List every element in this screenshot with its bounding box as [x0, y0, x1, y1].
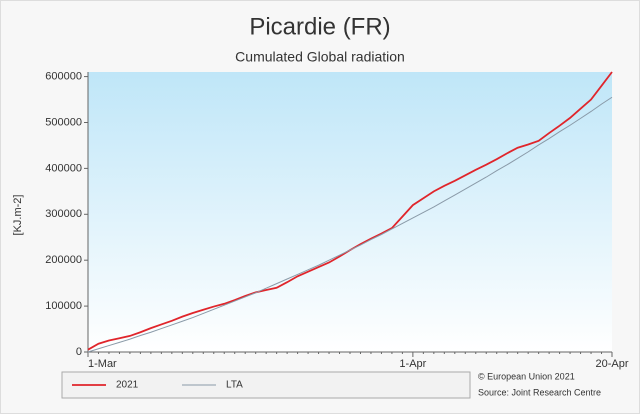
y-axis-label: [KJ.m-2]	[12, 195, 24, 236]
y-tick-label: 0	[76, 346, 82, 358]
chart-title: Picardie (FR)	[249, 13, 390, 40]
legend-label: 2021	[116, 380, 139, 391]
chart-subtitle: Cumulated Global radiation	[235, 49, 405, 65]
y-tick-label: 400000	[45, 162, 82, 174]
source: Source: Joint Research Centre	[478, 387, 601, 397]
x-tick-label: 20-Apr	[595, 358, 628, 370]
x-tick-label: 1-Apr	[399, 358, 426, 370]
y-tick-label: 600000	[45, 70, 82, 82]
legend	[61, 371, 471, 399]
y-tick-label: 300000	[45, 208, 82, 220]
x-tick-label: 1-Mar	[88, 358, 117, 370]
legend-label: LTA	[226, 380, 243, 391]
copyright: © European Union 2021	[478, 371, 575, 381]
series-line	[87, 96, 613, 353]
plot-area	[88, 72, 612, 352]
y-tick-label: 100000	[45, 300, 82, 312]
y-tick-label: 500000	[45, 116, 82, 128]
y-tick-label: 200000	[45, 254, 82, 266]
